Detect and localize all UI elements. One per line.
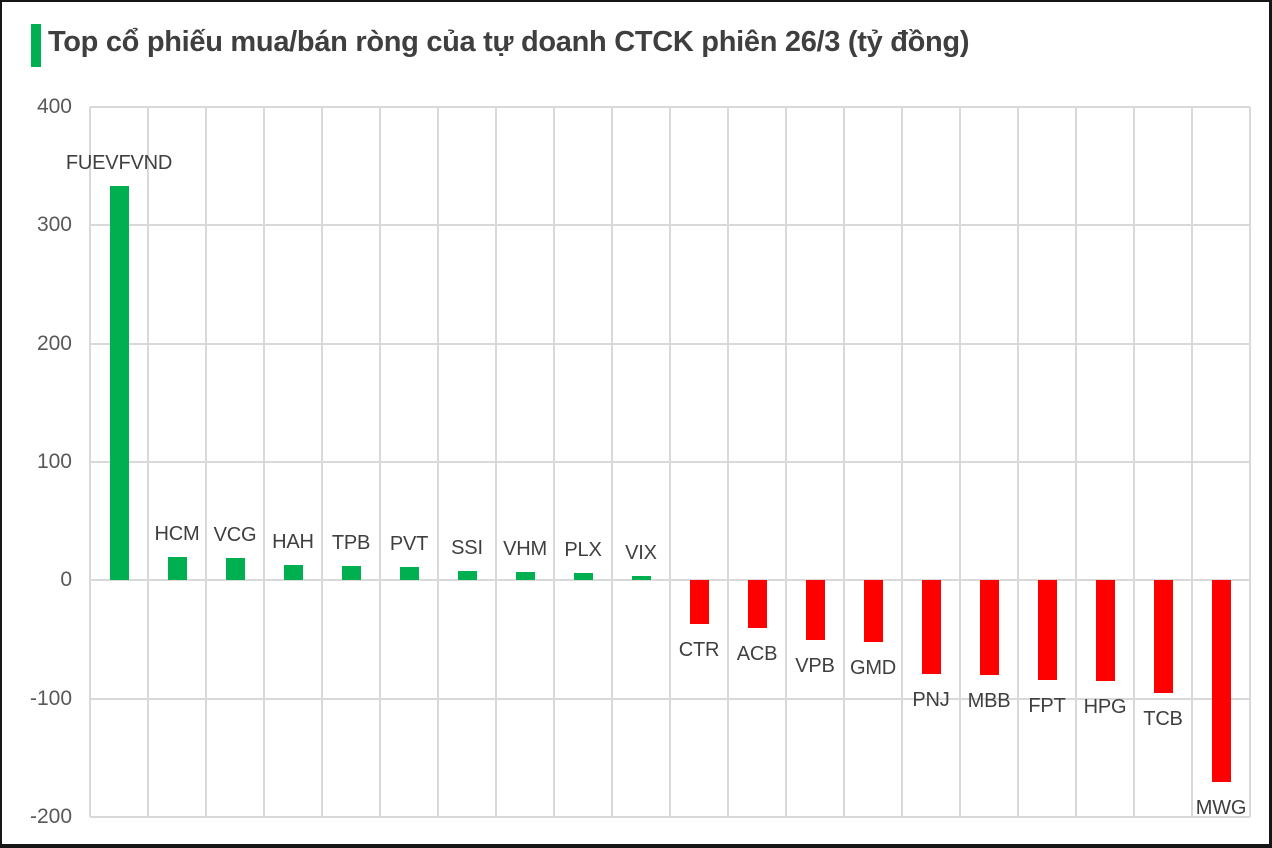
category-label: PVT [389, 533, 429, 555]
bar-tcb [1154, 580, 1173, 693]
bar-vcg [226, 558, 245, 580]
category-label: MBB [967, 690, 1011, 712]
gridline-v [495, 107, 497, 817]
bar-pnj [922, 580, 941, 674]
gridline-v [959, 107, 961, 817]
y-tick-label: -200 [29, 805, 72, 828]
category-label: HCM [154, 523, 200, 545]
y-tick-label: -100 [29, 687, 72, 710]
category-label: PLX [564, 539, 602, 561]
gridline-h [90, 816, 1250, 818]
gridline-v [321, 107, 323, 817]
gridline-v [785, 107, 787, 817]
bar-pvt [400, 567, 419, 580]
bar-vhm [516, 572, 535, 580]
category-label: GMD [849, 657, 897, 679]
bar-gmd [864, 580, 883, 642]
gridline-v [1133, 107, 1135, 817]
bar-fuevfvnd [110, 186, 129, 580]
gridline-v [1249, 107, 1251, 817]
chart-title: Top cổ phiếu mua/bán ròng của tự doanh C… [48, 26, 970, 58]
category-label: PNJ [912, 689, 950, 711]
bar-hah [284, 565, 303, 580]
category-label: SSI [451, 537, 483, 559]
bar-fpt [1038, 580, 1057, 680]
category-label: CTR [678, 639, 720, 661]
bar-tpb [342, 566, 361, 580]
bar-hcm [168, 557, 187, 580]
gridline-v [205, 107, 207, 817]
bar-hpg [1096, 580, 1115, 681]
title-accent-bar [31, 24, 41, 67]
category-label: FPT [1028, 695, 1066, 717]
y-tick-label: 400 [36, 95, 72, 118]
gridline-v [89, 107, 91, 817]
category-label: ACB [736, 643, 778, 665]
category-label: VCG [213, 524, 257, 546]
gridline-v [901, 107, 903, 817]
gridline-v [263, 107, 265, 817]
category-label: MWG [1195, 797, 1247, 819]
gridline-v [669, 107, 671, 817]
category-label: HAH [272, 531, 314, 553]
y-axis: 400 300 200 100 0 -100 -200 [0, 0, 90, 848]
gridline-v [437, 107, 439, 817]
bar-ctr [690, 580, 709, 624]
plot-area: FUEVFVND HCM VCG HAH TPB PVT SSI VHM PLX VIX CTR AC… [66, 106, 1251, 819]
bar-plx [574, 573, 593, 580]
gridline-v [379, 107, 381, 817]
category-label: VIX [625, 542, 657, 564]
category-label: TPB [331, 532, 371, 554]
bar-vpb [806, 580, 825, 640]
gridline-v [611, 107, 613, 817]
bar-acb [748, 580, 767, 628]
y-tick-label: 300 [36, 213, 72, 236]
category-label: HPG [1083, 696, 1127, 718]
y-tick-label: 0 [60, 568, 72, 591]
category-label: TCB [1143, 708, 1183, 730]
y-tick-label: 100 [36, 450, 72, 473]
gridline-v [147, 107, 149, 817]
y-tick-label: 200 [36, 332, 72, 355]
gridline-v [1075, 107, 1077, 817]
bar-mwg [1212, 580, 1231, 782]
category-label: FUEVFVND [65, 152, 173, 174]
gridline-v [727, 107, 729, 817]
gridline-v [843, 107, 845, 817]
bar-vix [632, 576, 651, 580]
gridline-v [1017, 107, 1019, 817]
category-label: VPB [795, 655, 835, 677]
gridline-v [1191, 107, 1193, 817]
bar-ssi [458, 571, 477, 580]
category-label: VHM [503, 538, 547, 560]
bar-mbb [980, 580, 999, 675]
gridline-v [553, 107, 555, 817]
